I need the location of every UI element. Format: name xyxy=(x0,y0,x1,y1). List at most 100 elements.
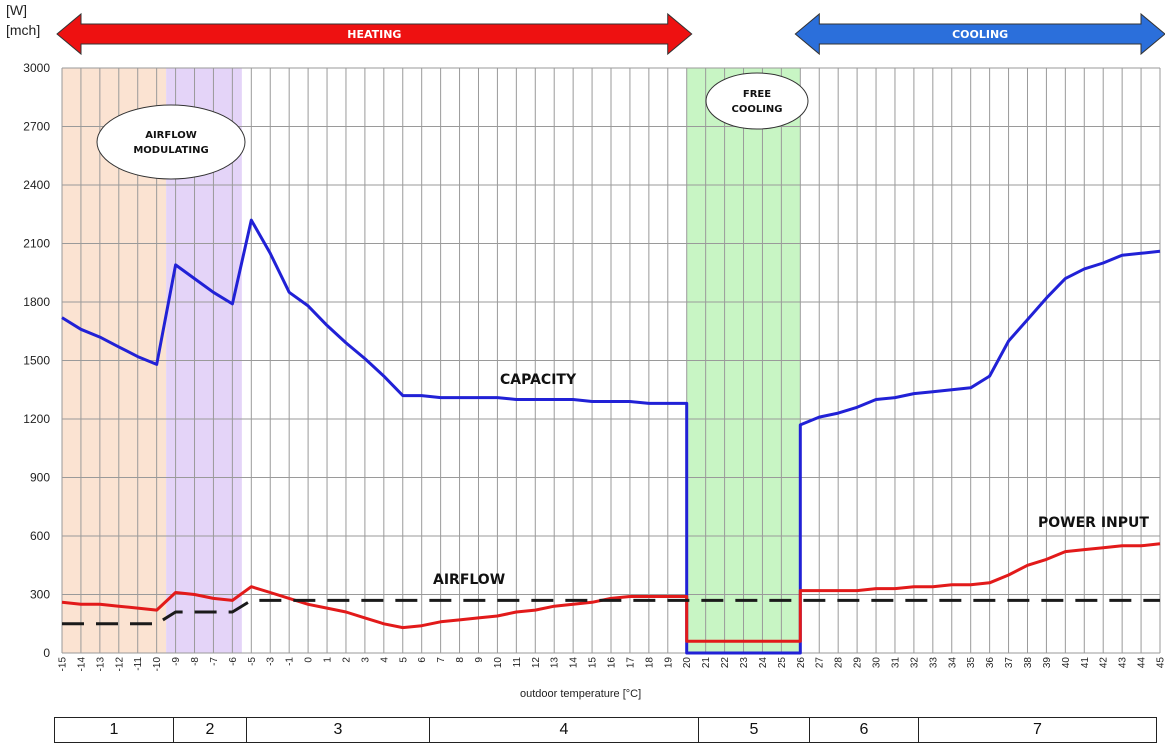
y-tick-label: 600 xyxy=(30,529,50,543)
airflow-modulating-bubble xyxy=(96,104,246,180)
y-unit-watts: [W] xyxy=(6,2,27,18)
x-tick-label: -8 xyxy=(190,657,201,666)
y-tick-label: 1500 xyxy=(23,354,50,368)
y-tick-label: 3000 xyxy=(23,61,50,75)
x-tick-label: 28 xyxy=(834,657,845,669)
x-tick-label: 43 xyxy=(1118,657,1129,669)
zone-cell: 6 xyxy=(809,717,919,743)
x-tick-label: 30 xyxy=(872,657,883,669)
x-tick-label: 24 xyxy=(758,657,769,669)
x-tick-label: 22 xyxy=(720,657,731,669)
x-tick-label: 41 xyxy=(1080,657,1091,669)
x-tick-label: 21 xyxy=(701,657,712,669)
annotations: CAPACITY AIRFLOW POWER INPUT AIRFLOW MODULAT… xyxy=(96,72,1149,588)
x-tick-label: 16 xyxy=(607,657,618,669)
x-tick-label: 0 xyxy=(304,657,315,663)
heating-label: HEATING xyxy=(347,28,401,41)
y-tick-label: 2400 xyxy=(23,178,50,192)
x-tick-label: -7 xyxy=(209,657,220,666)
cooling-arrow xyxy=(794,12,1165,56)
x-tick-label: -1 xyxy=(285,657,296,666)
x-tick-label: 14 xyxy=(569,657,580,669)
x-tick-label: 6 xyxy=(417,657,428,663)
x-tick-label: -11 xyxy=(133,657,144,671)
x-tick-label: 25 xyxy=(777,657,788,669)
x-tick-label: 11 xyxy=(512,657,523,668)
x-axis-title: outdoor temperature [°C] xyxy=(520,688,642,700)
x-tick-label: 31 xyxy=(890,657,901,669)
x-tick-label: -14 xyxy=(76,657,87,672)
x-axis: -15 -14 -13 -12 -11 -10 -9 -8 -7 -6 -5 -3 -1 0 1 2 3 4 5 6 7… xyxy=(58,657,1165,672)
x-tick-label: -5 xyxy=(247,657,258,666)
y-axis: 0 300 600 900 1200 1500 1800 2100 2400 2700 3000 xyxy=(23,61,50,660)
free-cooling-bubble xyxy=(705,72,809,130)
x-tick-label: -9 xyxy=(171,657,182,666)
x-tick-label: 38 xyxy=(1023,657,1034,669)
series-lines xyxy=(61,218,1161,655)
x-tick-label: 37 xyxy=(1004,657,1015,669)
power-input-label: POWER INPUT xyxy=(1038,515,1149,531)
y-tick-label: 0 xyxy=(43,646,50,660)
y-tick-label: 900 xyxy=(30,471,50,485)
x-tick-label: 44 xyxy=(1137,657,1148,669)
x-tick-label: 27 xyxy=(815,657,826,669)
x-tick-label: -13 xyxy=(95,657,106,672)
x-tick-label: -15 xyxy=(58,657,69,672)
series-airflow xyxy=(62,598,1160,626)
x-tick-label: -6 xyxy=(228,657,239,666)
grid xyxy=(61,67,1161,654)
bubble-text-airflow: AIRFLOW xyxy=(145,130,197,141)
x-tick-label: 13 xyxy=(550,657,561,669)
x-tick-label: 15 xyxy=(588,657,599,669)
bubble-text-free: FREE xyxy=(743,89,771,100)
x-tick-label: 2 xyxy=(341,657,352,663)
x-tick-label: 19 xyxy=(663,657,674,669)
airflow-label: AIRFLOW xyxy=(433,572,505,588)
x-tick-label: 18 xyxy=(644,657,655,669)
x-tick-label: -12 xyxy=(114,657,125,672)
zone-cell: 4 xyxy=(429,717,699,743)
y-tick-label: 2700 xyxy=(23,120,50,134)
zone-cell: 7 xyxy=(918,717,1157,743)
x-tick-label: 7 xyxy=(436,657,447,663)
x-tick-label: 4 xyxy=(379,657,390,663)
y-tick-label: 2100 xyxy=(23,237,50,251)
x-tick-label: 34 xyxy=(947,657,958,669)
zone-cell: 3 xyxy=(246,717,430,743)
x-tick-label: 45 xyxy=(1156,657,1165,669)
x-tick-label: 33 xyxy=(928,657,939,669)
x-tick-label: 32 xyxy=(909,657,920,669)
bubble-text-modulating: MODULATING xyxy=(133,145,208,156)
x-tick-label: 29 xyxy=(853,657,864,669)
x-tick-label: 36 xyxy=(985,657,996,669)
mode-arrows: HEATING COOLING xyxy=(56,12,1165,56)
bubble-text-cooling: COOLING xyxy=(731,104,782,115)
x-tick-label: -3 xyxy=(266,657,277,666)
cooling-label: COOLING xyxy=(952,28,1008,41)
x-tick-label: 3 xyxy=(360,657,371,663)
y-tick-label: 300 xyxy=(30,588,50,602)
x-tick-label: 26 xyxy=(796,657,807,669)
x-tick-label: 39 xyxy=(1042,657,1053,669)
x-tick-label: -10 xyxy=(152,657,163,672)
x-tick-label: 12 xyxy=(531,657,542,669)
x-tick-label: 42 xyxy=(1099,657,1110,669)
heating-arrow xyxy=(56,12,693,56)
x-tick-label: 35 xyxy=(966,657,977,669)
zone-cell: 1 xyxy=(54,717,174,743)
zone-cell: 2 xyxy=(173,717,247,743)
y-unit-mch: [mch] xyxy=(6,22,41,38)
y-tick-label: 1200 xyxy=(23,412,50,426)
x-tick-label: 10 xyxy=(493,657,504,669)
x-tick-label: 23 xyxy=(739,657,750,669)
x-tick-label: 5 xyxy=(398,657,409,663)
series-power-input xyxy=(61,542,1161,643)
x-tick-label: 40 xyxy=(1061,657,1072,669)
y-tick-label: 1800 xyxy=(23,295,50,309)
x-tick-label: 20 xyxy=(682,657,693,669)
series-capacity xyxy=(61,218,1161,655)
x-tick-label: 8 xyxy=(455,657,466,663)
